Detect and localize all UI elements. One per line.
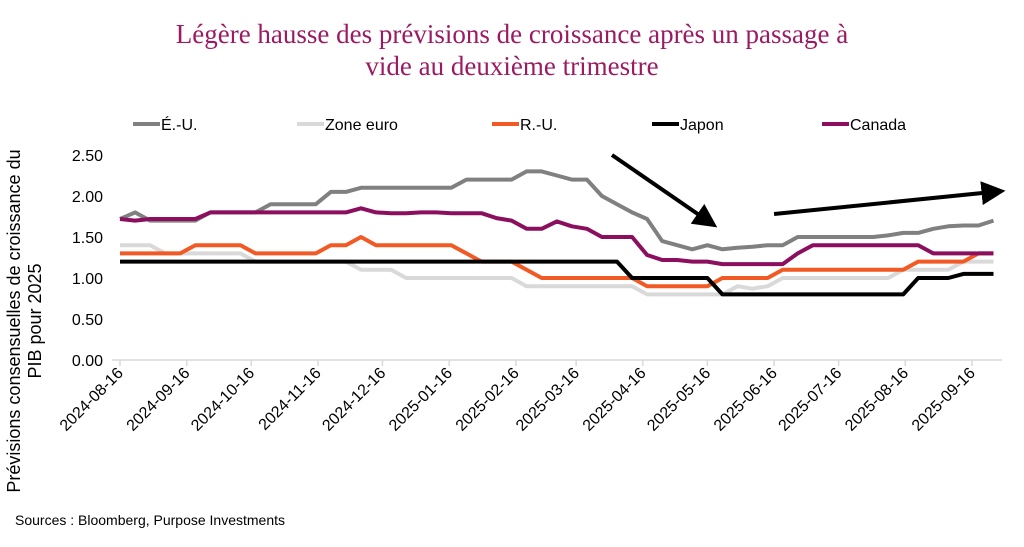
annotations [610,153,1006,228]
y-tick-label: 1.50 [72,230,103,247]
legend-item: Canada [822,117,906,134]
x-tick-label: 2025-02-16 [453,365,523,435]
series-line-3 [120,259,994,297]
source-note: Sources : Bloomberg, Purpose Investments [15,512,286,528]
series-line-4 [119,206,994,267]
legend-label: Canada [850,117,906,134]
x-tick-label: 2025-03-16 [513,365,583,435]
y-tick-label: 2.00 [72,189,103,206]
x-tick-label: 2025-08-16 [842,365,912,435]
series-line-1 [119,169,995,252]
x-tick-label: 2024-10-16 [188,365,258,435]
legend-label: Japon [680,117,724,134]
chart-title-line-2: vide au deuxième trimestre [365,51,659,81]
x-tick-label: 2024-12-16 [319,365,389,435]
y-tick-label: 0.50 [72,312,103,329]
chart-title-line-1: Légère hausse des prévisions de croissan… [175,19,849,49]
legend-item: Japon [652,117,724,134]
legend-item: Zone euro [297,117,398,134]
x-tick-label: 2025-05-16 [644,365,714,435]
legend-label: R.-U. [520,117,557,134]
legend-label: É.-U. [161,115,197,134]
trend-arrow-down [610,153,718,228]
x-tick-label: 2025-06-16 [711,365,781,435]
x-tick-label: 2024-09-16 [124,365,194,435]
y-tick-label: 2.50 [72,148,103,165]
x-tick-label: 2025-09-16 [909,365,979,435]
legend: É.-U. Zone euro R.-U. Japon Canada [133,115,906,134]
x-tick-label: 2025-01-16 [386,365,456,435]
chart-title: Légère hausse des prévisions de croissan… [0,18,1024,82]
x-tick-label: 2024-08-16 [57,365,127,435]
y-tick-label: 0.00 [72,353,103,370]
legend-label: Zone euro [325,117,398,134]
legend-item: R.-U. [492,117,557,134]
series-lines [119,169,995,297]
trend-arrow-up [773,181,1006,217]
x-tick-label: 2025-07-16 [776,365,846,435]
y-tick-label: 1.00 [72,271,103,288]
series-line-2 [120,235,994,289]
x-tick-label: 2024-11-16 [256,365,325,434]
x-tick-label: 2025-04-16 [580,365,650,435]
legend-item: É.-U. [133,115,197,134]
axes: 0.00 0.50 1.00 1.50 2.00 2.50 2024-08-162024-0… [57,148,1002,435]
